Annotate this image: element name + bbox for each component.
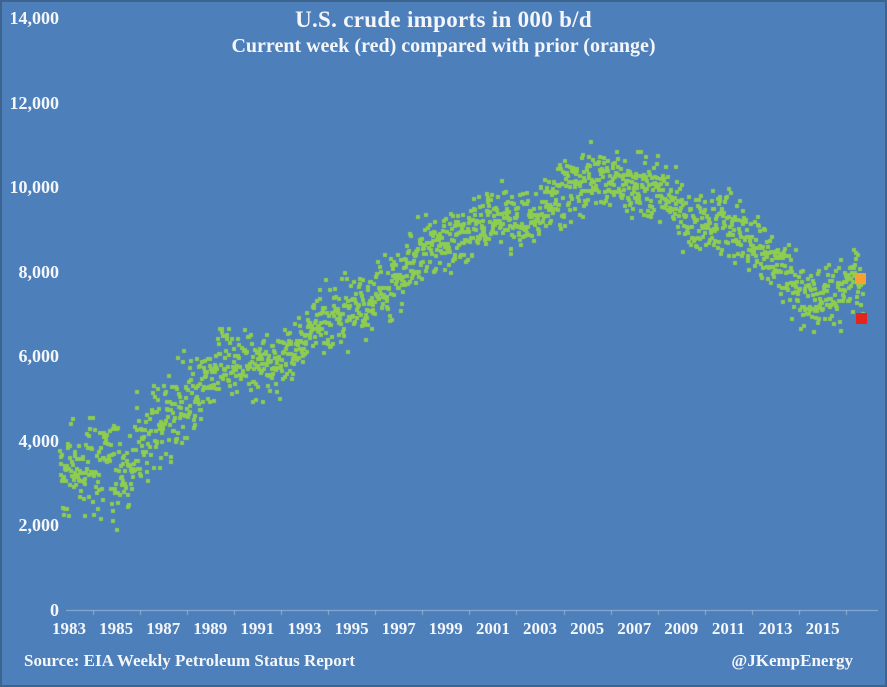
source-note: Source: EIA Weekly Petroleum Status Repo… [24, 651, 356, 670]
x-tick-label: 1985 [99, 619, 134, 638]
x-tick-label: 1997 [381, 619, 416, 638]
x-tick-label: 2013 [758, 619, 793, 638]
x-tick-label: 2011 [711, 619, 745, 638]
y-tick-label: 10,000 [9, 177, 60, 198]
x-tick-label: 1999 [428, 619, 463, 638]
x-tick-label: 2005 [570, 619, 605, 638]
x-tick-label: 2015 [805, 619, 840, 638]
x-tick-label: 1995 [334, 619, 369, 638]
y-tick-label: 2,000 [18, 515, 60, 536]
x-tick-label: 2003 [523, 619, 557, 638]
current-week-marker [856, 313, 867, 324]
x-tick-label: 1987 [146, 619, 181, 638]
x-tick-label: 1991 [240, 619, 275, 638]
y-tick-label: 0 [50, 600, 59, 620]
y-tick-label: 14,000 [9, 8, 60, 28]
x-tick-label: 1989 [193, 619, 228, 638]
credit-handle: @JKempEnergy [731, 651, 853, 670]
y-tick-label: 8,000 [18, 261, 60, 282]
y-tick-label: 12,000 [9, 92, 60, 113]
y-tick-label: 4,000 [18, 430, 60, 451]
prior-week-marker [855, 273, 866, 284]
y-tick-label: 6,000 [18, 346, 60, 367]
x-tick-label: 1993 [287, 619, 322, 638]
x-tick-label: 1983 [52, 619, 86, 638]
x-tick-label: 2009 [664, 619, 699, 638]
x-tick-label: 2007 [617, 619, 652, 638]
x-tick-label: 2001 [475, 619, 510, 638]
